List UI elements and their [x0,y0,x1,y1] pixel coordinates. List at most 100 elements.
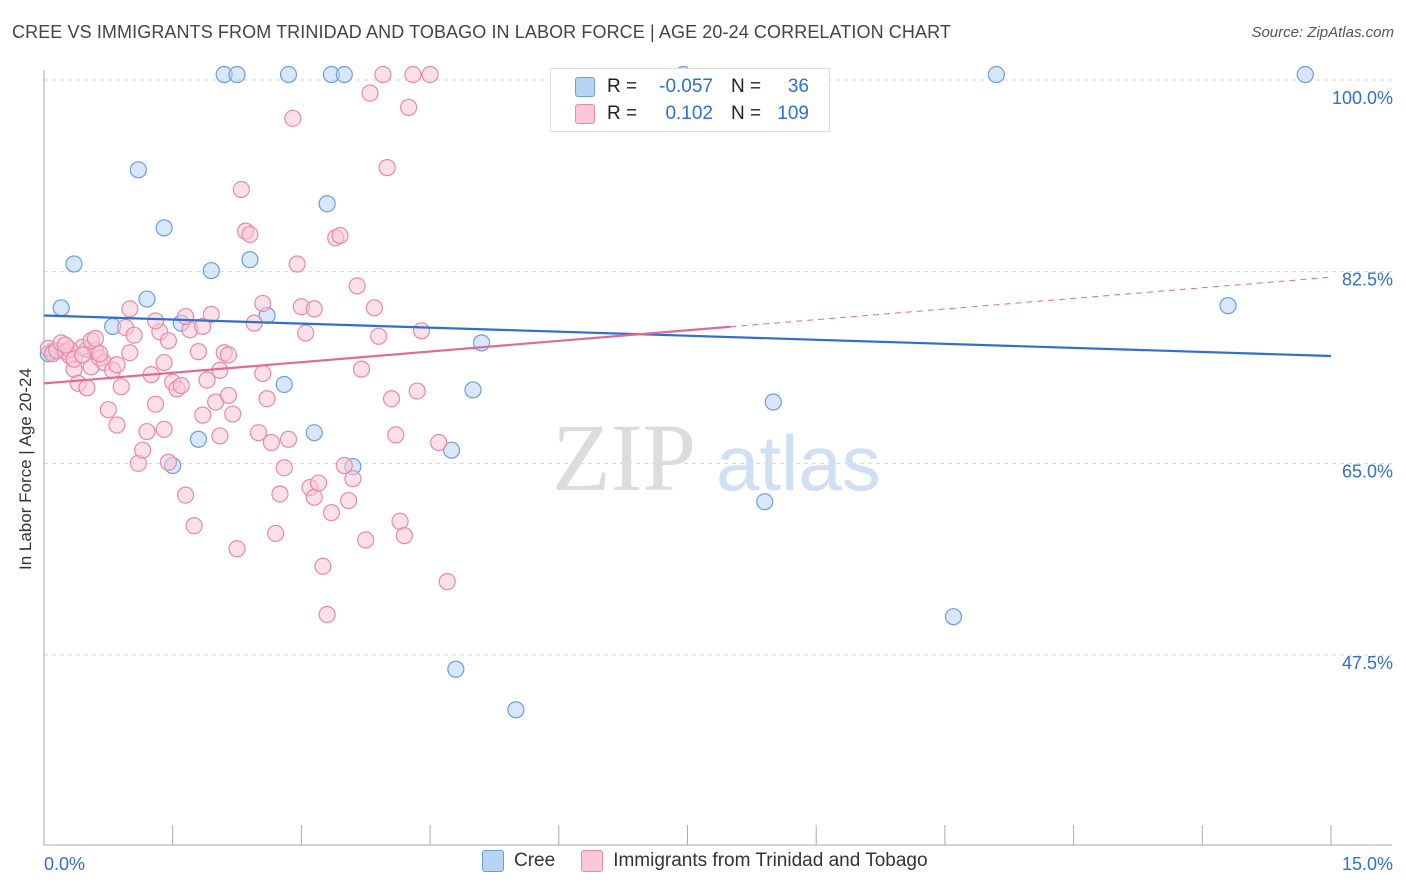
cree-point-5 [129,161,147,179]
trinidad-point-54 [271,485,289,503]
cree-point-7 [155,219,173,237]
trinidad-point-95 [91,345,109,363]
x-tick-label-max: 15.0% [1342,854,1393,874]
trinidad-point-87 [412,322,431,340]
trinidad-point-71 [344,470,362,488]
trinidad-point-64 [314,557,332,575]
cree-point-30 [764,393,782,411]
trinidad-point-52 [262,433,280,452]
trinidad-point-96 [146,312,165,330]
trinidad-point-43 [224,405,242,423]
trinidad-point-17 [112,378,130,396]
trinidad-point-105 [155,420,173,438]
cree-point-25 [464,381,482,399]
n-label: N = [731,103,762,124]
trinidad-point-107 [194,406,212,424]
cree-point-2 [65,255,83,273]
trinidad-point-90 [438,573,456,591]
trinidad-point-58 [288,255,306,273]
cree-trend-line [43,314,1332,358]
trinidad-point-38 [202,305,220,323]
legend-label-cree: Cree [514,850,556,871]
watermark-zip: ZIP [552,404,696,511]
trinidad-point-74 [357,531,375,549]
stats-legend-row-cree: R = -0.057 N = 36 [575,73,809,101]
trinidad-trend-line [43,325,731,385]
legend-item-cree[interactable]: Cree [482,850,555,872]
y-tick-label-0: 100.0% [1332,88,1393,108]
trinidad-point-85 [404,65,422,84]
cree-point-31 [944,608,963,626]
trinidad-point-73 [352,360,371,378]
series-legend: Cree Immigrants from Trinidad and Tobago [482,850,954,872]
stats-legend-row-trinidad: R = 0.102 N = 109 [575,100,809,128]
cree-point-18 [305,424,323,442]
trinidad-point-28 [159,332,178,350]
trinidad-point-86 [408,382,426,400]
legend-swatch-trinidad [581,850,604,872]
data-points [39,65,1314,719]
trinidad-point-27 [155,353,173,372]
trinidad-point-53 [267,524,285,543]
trinidad-point-31 [172,376,190,395]
trinidad-point-65 [318,605,336,624]
trinidad-trend-line-extension [730,276,1332,328]
trinidad-point-78 [374,65,392,84]
trinidad-point-76 [365,299,383,317]
watermark-atlas: atlas [716,419,881,507]
cree-point-21 [335,65,353,84]
legend-label-trinidad: Immigrants from Trinidad and Tobago [613,850,928,871]
r-label: R = [607,76,638,97]
tick-labels: 100.0% 82.5% 65.0% 47.5% 0.0% 15.0% [44,88,1393,874]
trinidad-point-68 [331,226,349,245]
chart-title: CREE VS IMMIGRANTS FROM TRINIDAD AND TOB… [12,22,951,42]
trinidad-point-106 [108,356,126,374]
cree-point-10 [189,430,208,448]
trinidad-point-36 [194,317,212,336]
cree-swatch [575,77,595,97]
trinidad-point-88 [421,65,439,84]
trinidad-point-42 [219,386,238,405]
x-tick-label-min: 0.0% [44,854,85,874]
cree-point-14 [241,251,259,269]
trinidad-point-35 [189,343,208,361]
y-tick-label-2: 65.0% [1342,461,1393,481]
watermark: ZIP atlas [552,404,881,511]
trinidad-point-84 [400,98,418,116]
trinidad-point-89 [430,433,448,452]
cree-point-11 [202,261,220,280]
trinidad-point-50 [254,294,272,313]
cree-point-27 [507,701,525,719]
trinidad-point-75 [361,84,379,102]
trinidad-point-81 [387,426,405,444]
trinidad-point-77 [370,327,388,345]
trinidad-point-97 [121,344,139,362]
trinidad-point-55 [275,459,293,477]
trinidad-point-16 [108,416,126,434]
cree-point-6 [138,290,156,308]
cree-n-value: 36 [787,76,809,97]
trinidad-r-value: 0.102 [665,103,713,124]
y-tick-label-3: 47.5% [1342,653,1393,673]
trinidad-point-80 [382,390,401,408]
trinidad-point-47 [241,225,259,244]
legend-item-trinidad[interactable]: Immigrants from Trinidad and Tobago [581,850,928,872]
trinidad-point-9 [78,379,96,397]
cree-r-value: -0.057 [659,76,713,97]
trinidad-point-82 [391,512,409,530]
axes [43,70,1392,846]
trinidad-swatch [575,104,595,124]
trinidad-point-45 [232,180,250,199]
cree-point-13 [228,65,246,84]
stats-legend: R = -0.057 N = 36 R = 0.102 N = 109 [550,68,830,132]
trinidad-point-69 [335,456,353,475]
trinidad-point-92 [176,307,195,326]
trinidad-point-70 [339,491,358,510]
trinidad-point-22 [134,441,152,459]
trinidad-point-34 [185,517,203,535]
y-tick-label-1: 82.5% [1342,270,1393,290]
cree-point-34 [1296,65,1314,84]
trinidad-point-108 [159,453,178,471]
trinidad-point-62 [305,488,323,506]
